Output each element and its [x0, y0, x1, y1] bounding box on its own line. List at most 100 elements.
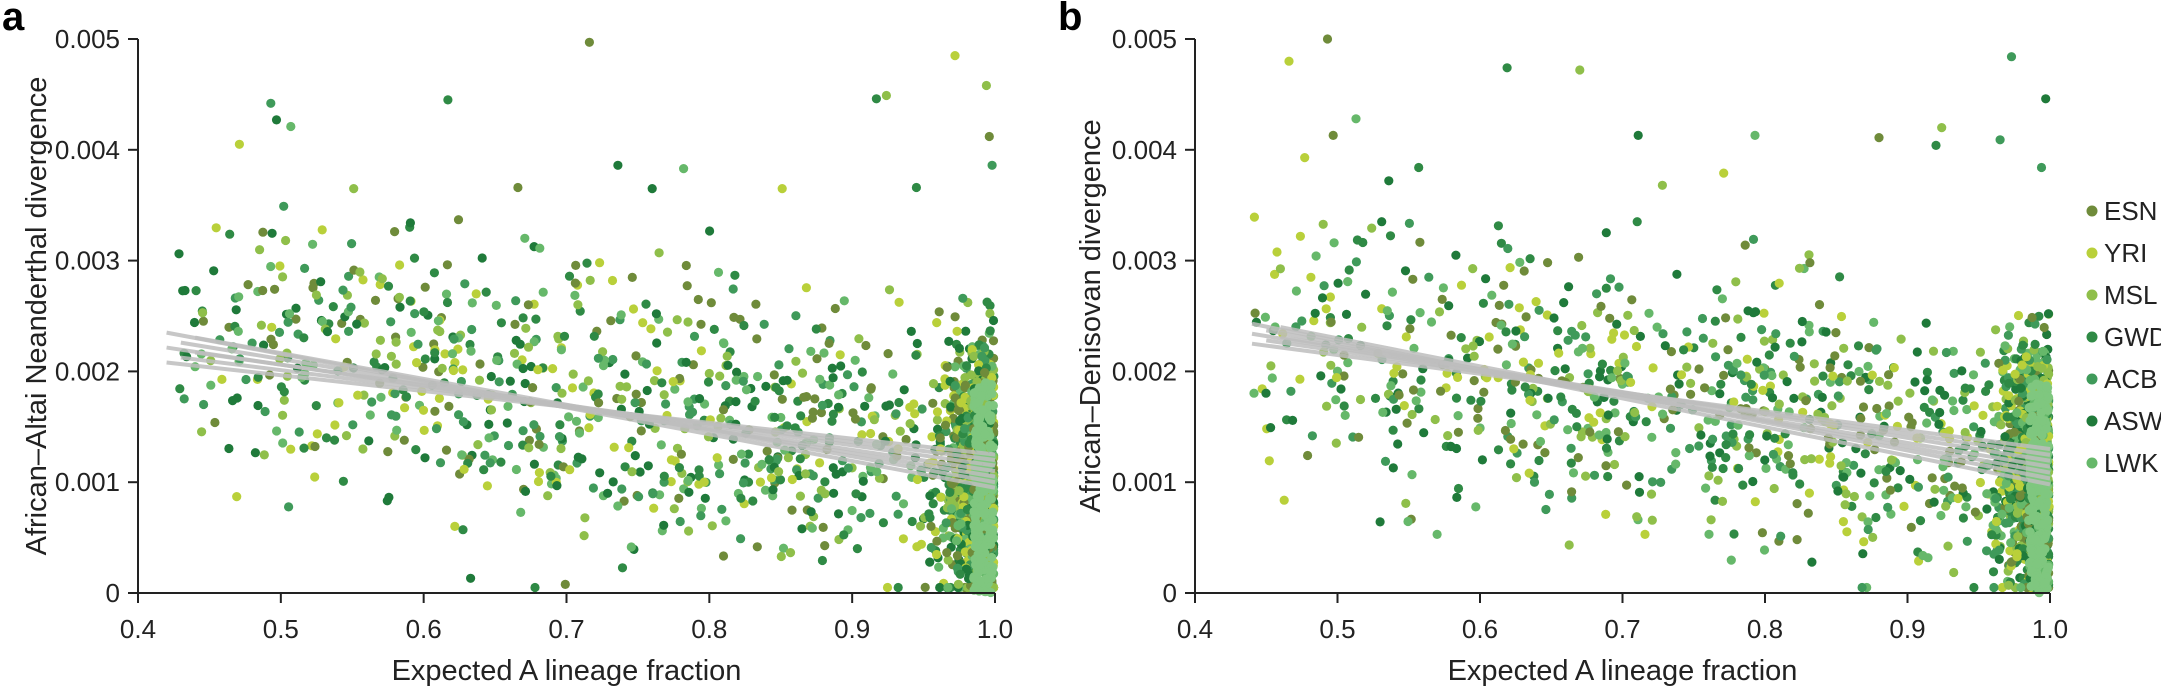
data-point [1272, 247, 1282, 257]
data-point [548, 364, 558, 374]
data-point [757, 459, 767, 469]
data-point [1949, 567, 1959, 578]
data-point [1674, 379, 1684, 389]
data-point [920, 582, 930, 593]
data-point [1991, 325, 2001, 335]
data-point [543, 491, 553, 501]
data-point [961, 326, 971, 336]
data-point [1466, 395, 1476, 405]
data-point [1577, 343, 1587, 353]
data-point [286, 121, 296, 132]
data-point [878, 518, 889, 528]
data-point [2039, 503, 2049, 513]
data-point [1326, 317, 1336, 327]
data-point [484, 419, 494, 429]
data-point [1721, 313, 1731, 323]
y-tick-label: 0.005 [55, 24, 120, 54]
data-point [1430, 414, 1440, 425]
data-point [1529, 477, 1540, 487]
data-point [1860, 449, 1870, 459]
data-point [1284, 56, 1294, 66]
data-point [649, 503, 659, 513]
data-point [1825, 363, 1835, 373]
data-point [1893, 396, 1903, 406]
data-point [1658, 409, 1668, 419]
data-point [703, 377, 714, 387]
data-point [1532, 410, 1542, 420]
legend-marker [2086, 415, 2098, 427]
data-point [250, 448, 260, 458]
data-point [588, 483, 599, 493]
data-point [1581, 332, 1591, 342]
data-point [559, 331, 570, 341]
data-point [593, 353, 604, 363]
data-point [905, 419, 915, 429]
data-point [523, 342, 534, 352]
data-point [834, 390, 844, 400]
data-point [1961, 502, 1971, 512]
data-point [390, 389, 400, 399]
data-point [1711, 352, 1721, 362]
data-point [1671, 459, 1681, 469]
data-point [211, 223, 221, 233]
data-point [1382, 321, 1392, 331]
data-point [528, 383, 538, 393]
data-point [1759, 370, 1769, 380]
data-point [578, 382, 588, 392]
data-point [1757, 325, 1767, 335]
data-point [330, 420, 340, 430]
data-point [551, 383, 561, 393]
data-point [1567, 487, 1577, 497]
data-point [281, 235, 291, 246]
x-tick-label: 0.4 [120, 614, 156, 644]
data-point [806, 346, 816, 356]
data-point [1634, 472, 1644, 482]
data-point [371, 349, 381, 359]
data-point [1896, 334, 1906, 344]
data-point [1982, 504, 1992, 514]
data-point [760, 485, 771, 495]
data-point [260, 406, 270, 417]
data-point [810, 394, 820, 404]
data-point [1726, 555, 1736, 565]
data-point [518, 363, 528, 374]
data-point [1721, 440, 1731, 450]
data-point [1432, 529, 1442, 540]
data-point [1307, 431, 1317, 441]
data-point [1941, 501, 1951, 511]
data-point [926, 521, 936, 532]
data-point [179, 394, 189, 404]
data-point [267, 322, 277, 332]
data-point [1264, 456, 1274, 466]
data-point [851, 489, 861, 499]
data-point [893, 582, 903, 593]
data-point [1732, 358, 1742, 368]
data-point [1505, 263, 1515, 273]
data-point [284, 502, 294, 512]
data-point [869, 415, 879, 425]
data-point [480, 450, 490, 460]
data-point [1493, 445, 1504, 455]
data-point [740, 458, 750, 468]
data-point [670, 384, 680, 394]
data-point [2044, 392, 2054, 402]
legend-label: ASW [2104, 406, 2161, 436]
data-point [523, 300, 534, 310]
data-point [1783, 440, 1793, 450]
data-point [987, 380, 997, 390]
data-point [981, 80, 992, 91]
data-point [555, 420, 565, 430]
data-point [973, 418, 983, 428]
data-point [364, 436, 374, 446]
data-point [1408, 385, 1419, 395]
data-point [391, 359, 401, 369]
data-point [1595, 408, 1605, 418]
data-point [450, 521, 460, 532]
data-point [377, 274, 387, 284]
data-point [817, 400, 828, 410]
data-point [328, 302, 338, 312]
data-point [1414, 162, 1424, 173]
data-point [486, 371, 496, 382]
data-point [1792, 535, 1802, 545]
data-point [1657, 180, 1667, 190]
